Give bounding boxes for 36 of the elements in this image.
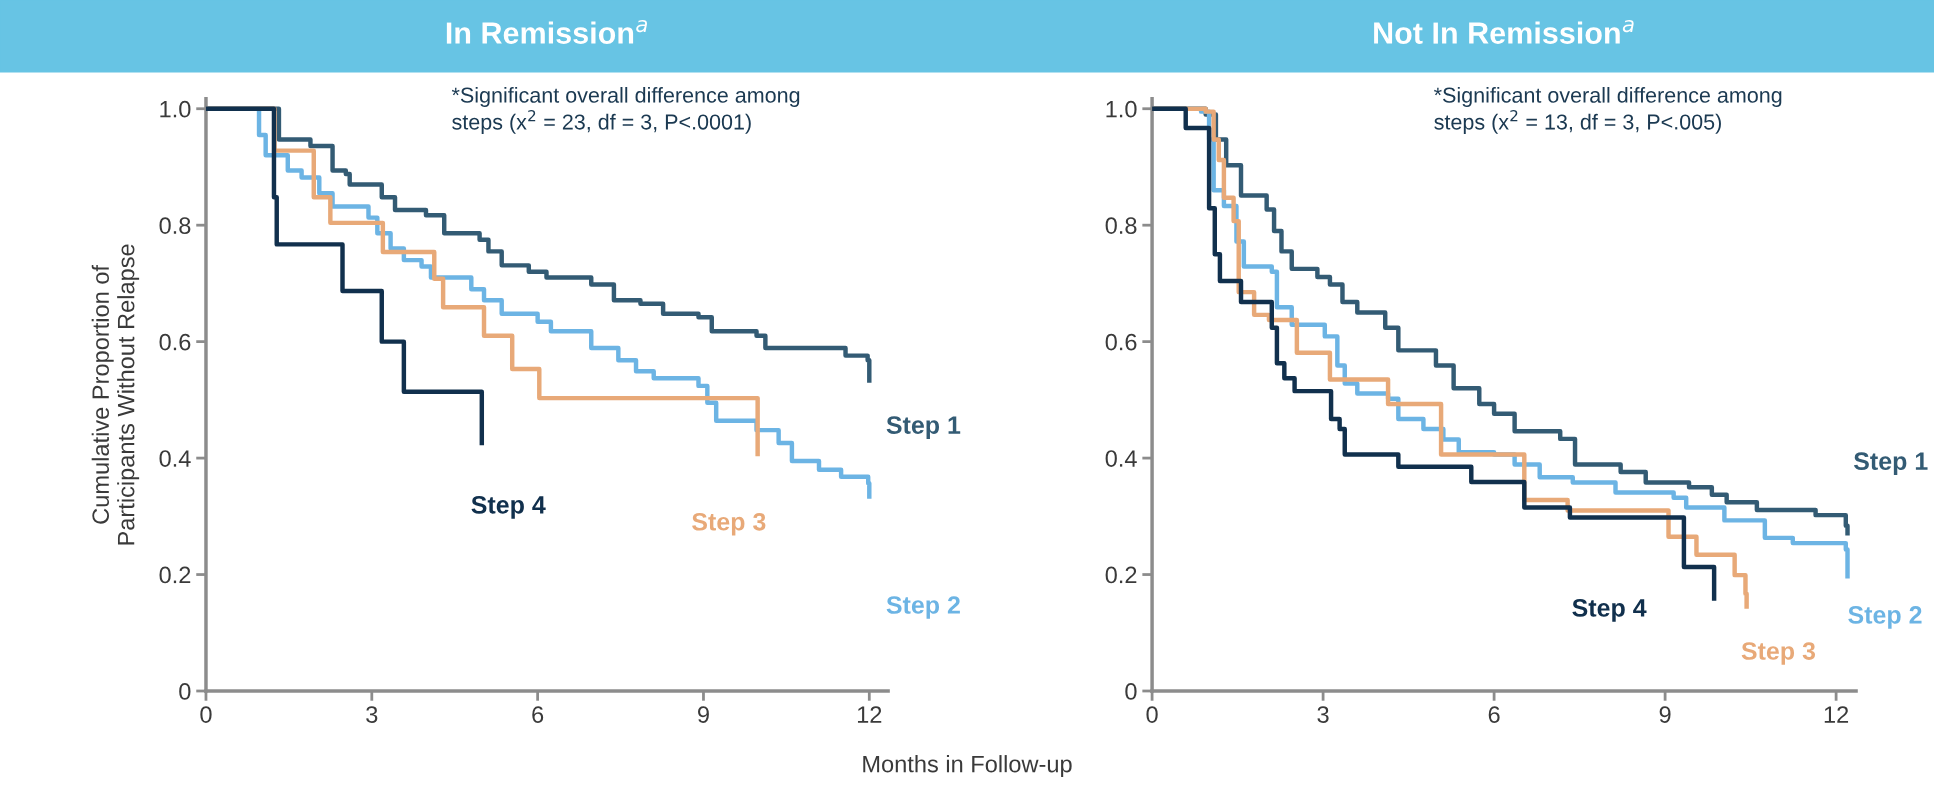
x-axis-title: Months in Follow-up — [863, 755, 1072, 778]
y-tick-label: 0.6 — [159, 333, 191, 351]
x-tick-label: 0 — [200, 706, 212, 723]
y-tick-label: 0.4 — [1105, 450, 1137, 467]
chart-title: Not In Remission$^{a}$ — [1374, 19, 1634, 44]
x-tick-label: 12 — [1824, 706, 1849, 723]
y-tick-label: 0.2 — [159, 566, 191, 584]
y-tick-label: 0 — [179, 683, 191, 700]
series-label: Step 3 — [1741, 642, 1816, 665]
y-tick-label: 0.6 — [1105, 333, 1137, 351]
x-tick-label: 0 — [1146, 706, 1158, 723]
y-tick-label: 0.8 — [1105, 217, 1137, 234]
y-tick-label: 0.8 — [159, 217, 191, 234]
text: Step 2 — [886, 596, 960, 619]
x-tick-label: 9 — [698, 706, 709, 723]
y-tick-label: 0.4 — [159, 450, 191, 467]
x-tick-label: 3 — [366, 706, 378, 723]
x-tick-label: 6 — [532, 706, 544, 723]
series-label: Step 4 — [1572, 599, 1647, 622]
annotation: *Significant overall difference among steps (x$^{2}$ = 23, df = 3, P<.0001) — [451, 86, 800, 134]
x-tick-label: 6 — [1488, 706, 1500, 723]
x-tick-label: 12 — [857, 706, 882, 723]
x-tick-label: 9 — [1659, 706, 1671, 723]
y-tick-label: 0.2 — [1105, 566, 1137, 584]
text: Step 3 — [692, 512, 766, 536]
annotation: *Significant overall difference among steps (x$^{2}$ = 13, df = 3, P<.005) — [1434, 86, 1782, 134]
series-label: Step 2 — [1848, 606, 1922, 629]
y-tick-label: 1.0 — [160, 100, 191, 118]
x-tick-label: 3 — [1317, 706, 1329, 723]
text: Step 4 — [471, 496, 546, 519]
series-label: Step 1 — [1853, 452, 1928, 475]
y-axis-title: Cumulative Proportion of Participants Without Relapse — [91, 244, 140, 545]
chart-title: In Remission$^{a}$ — [446, 19, 647, 44]
y-tick-label: 0 — [1125, 683, 1137, 700]
series-label: Step 1 — [886, 416, 961, 439]
y-tick-label: 1.0 — [1106, 100, 1137, 118]
